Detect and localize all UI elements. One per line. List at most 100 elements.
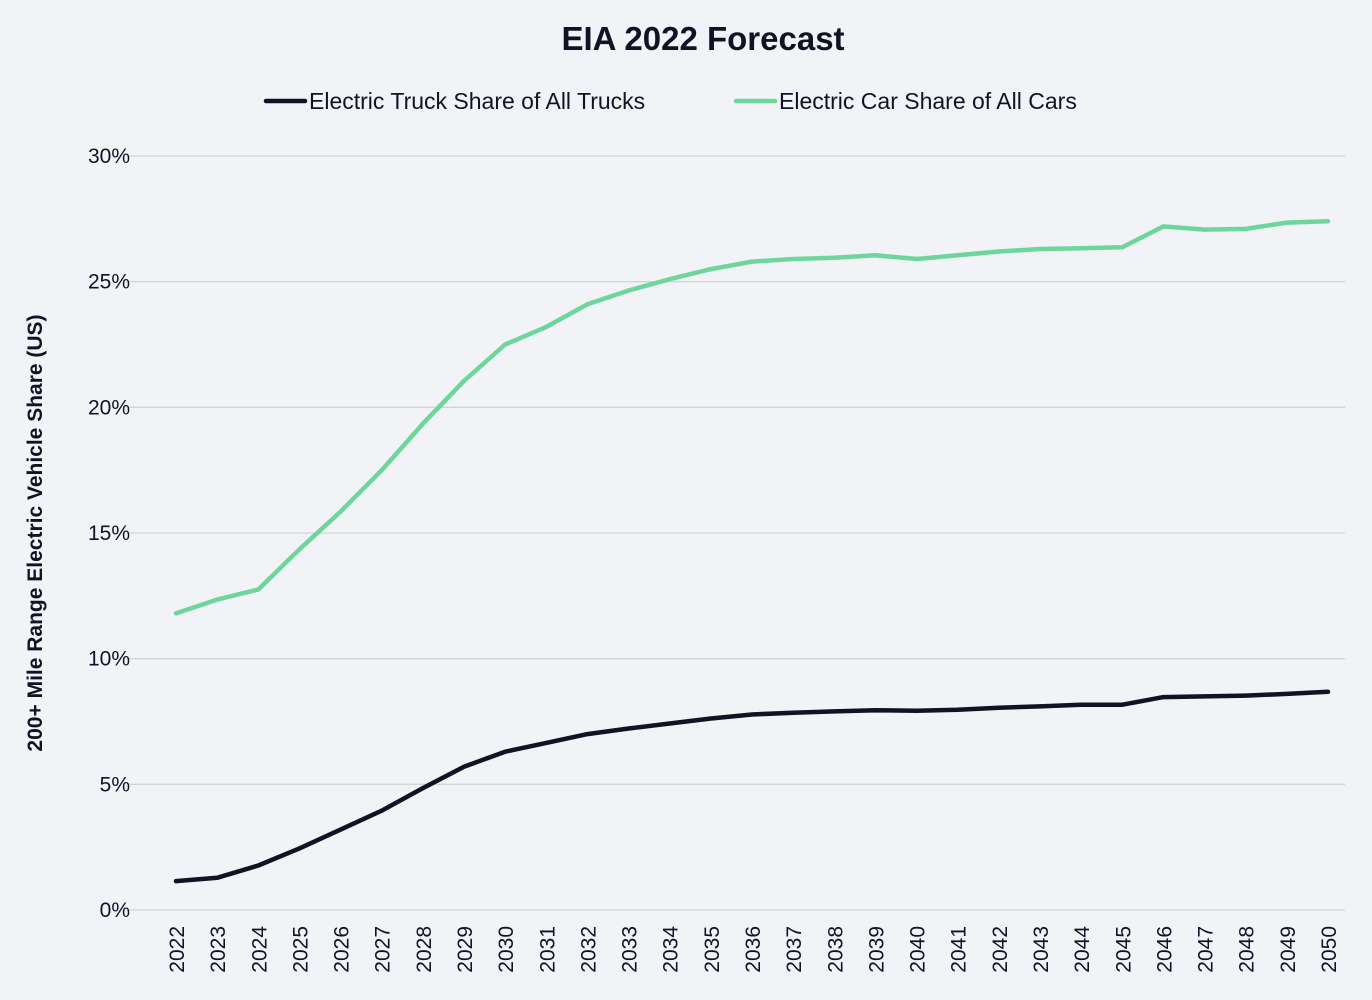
data-point xyxy=(215,597,220,602)
data-point xyxy=(462,764,466,769)
data-point xyxy=(1284,220,1289,225)
x-tick-label: 2029 xyxy=(454,926,477,973)
data-point xyxy=(1243,226,1248,231)
data-point xyxy=(1284,691,1289,696)
x-tick-label: 2023 xyxy=(207,926,230,973)
x-tick-label: 2038 xyxy=(824,926,847,973)
data-point xyxy=(791,257,796,262)
x-tick-label: 2046 xyxy=(1153,926,1176,973)
data-point xyxy=(544,324,549,329)
data-point xyxy=(996,249,1001,254)
y-tick-label: 25% xyxy=(88,271,130,294)
data-point xyxy=(1038,704,1042,709)
x-tick-label: 2025 xyxy=(289,926,312,973)
data-point xyxy=(1120,702,1125,707)
data-point xyxy=(338,509,343,514)
data-point xyxy=(297,547,302,552)
x-tick-label: 2049 xyxy=(1277,926,1300,973)
x-tick-label: 2028 xyxy=(413,926,436,973)
data-point xyxy=(379,808,384,813)
x-tick-label: 2030 xyxy=(495,926,518,973)
data-point xyxy=(955,707,960,712)
data-point xyxy=(174,611,178,616)
x-tick-label: 2031 xyxy=(536,926,559,973)
x-tick-label: 2044 xyxy=(1071,926,1094,973)
data-point xyxy=(750,259,754,264)
data-point xyxy=(1326,689,1330,694)
data-point xyxy=(1079,702,1084,707)
x-tick-label: 2036 xyxy=(742,926,765,973)
x-tick-label: 2027 xyxy=(372,926,395,973)
data-point xyxy=(462,378,466,383)
data-point xyxy=(626,726,631,731)
data-point xyxy=(420,786,425,791)
data-point xyxy=(1243,693,1248,698)
series-line-1 xyxy=(173,689,1331,884)
data-point xyxy=(585,302,590,307)
y-tick-label: 5% xyxy=(100,773,130,796)
y-axis-label: 200+ Mile Range Electric Vehicle Share (… xyxy=(24,314,47,751)
y-tick-label: 20% xyxy=(88,396,130,419)
x-tick-label: 2022 xyxy=(166,926,189,973)
x-tick-label: 2034 xyxy=(660,926,683,973)
data-point xyxy=(708,267,713,272)
data-point xyxy=(873,253,878,258)
data-point xyxy=(667,721,672,726)
series-line-2 xyxy=(173,219,1331,616)
data-point xyxy=(420,421,425,426)
legend: Electric Truck Share of All Trucks Electr… xyxy=(263,88,1077,114)
data-point xyxy=(1202,694,1207,699)
x-tick-label: 2047 xyxy=(1195,926,1218,973)
x-tick-label: 2050 xyxy=(1318,926,1341,973)
x-tick-label: 2040 xyxy=(907,926,930,973)
data-point xyxy=(873,708,878,713)
data-point xyxy=(832,255,837,260)
data-point xyxy=(1202,227,1207,232)
x-tick-label: 2024 xyxy=(248,926,271,973)
data-point xyxy=(1038,246,1042,251)
x-axis: 2022 2023 2024 2025 2026 2027 2028 2029 2030 2031… xyxy=(166,926,1341,973)
chart-title: EIA 2022 Forecast xyxy=(561,20,844,57)
data-point xyxy=(338,827,343,832)
data-point xyxy=(914,257,919,262)
y-tick-label: 0% xyxy=(100,899,130,922)
data-point xyxy=(379,468,384,473)
data-point xyxy=(914,708,919,713)
data-point xyxy=(215,875,220,880)
data-point xyxy=(256,587,261,592)
data-point xyxy=(585,732,590,737)
data-point xyxy=(1079,246,1084,251)
data-point xyxy=(708,716,713,721)
data-point xyxy=(791,710,796,715)
x-tick-label: 2033 xyxy=(619,926,642,973)
legend-label-1: Electric Truck Share of All Trucks xyxy=(309,88,645,114)
gridlines xyxy=(127,155,1345,911)
x-tick-label: 2032 xyxy=(577,926,600,973)
data-point xyxy=(174,879,178,884)
x-tick-label: 2035 xyxy=(701,926,724,973)
data-point xyxy=(1326,219,1330,224)
data-point xyxy=(256,863,261,868)
data-point xyxy=(667,277,672,282)
y-axis: 0% 5% 10% 15% 20% 25% 30% xyxy=(88,145,130,922)
data-point xyxy=(750,712,754,717)
data-point xyxy=(626,288,631,293)
data-point xyxy=(1120,245,1125,250)
x-tick-label: 2026 xyxy=(331,926,354,973)
data-point xyxy=(996,705,1001,710)
data-point xyxy=(1161,224,1166,229)
x-tick-label: 2048 xyxy=(1236,926,1259,973)
x-tick-label: 2043 xyxy=(1030,926,1053,973)
data-point xyxy=(955,253,960,258)
x-tick-label: 2042 xyxy=(989,926,1012,973)
data-point xyxy=(1161,695,1166,700)
y-tick-label: 15% xyxy=(88,522,130,545)
series-lines xyxy=(173,219,1331,884)
x-tick-label: 2045 xyxy=(1112,926,1135,973)
x-tick-label: 2041 xyxy=(948,926,971,973)
y-tick-label: 10% xyxy=(88,648,130,671)
data-point xyxy=(544,740,549,745)
legend-label-2: Electric Car Share of All Cars xyxy=(779,88,1077,114)
